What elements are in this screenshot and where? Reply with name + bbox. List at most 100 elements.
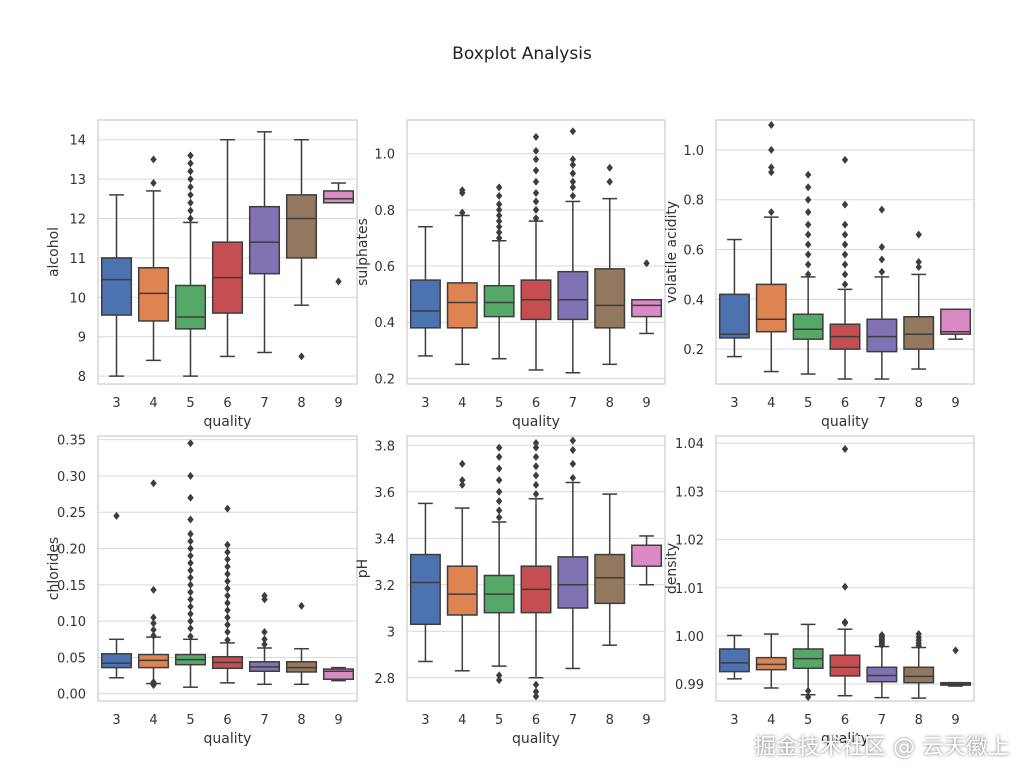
outlier-point (187, 530, 194, 539)
outlier-point (768, 168, 775, 177)
outlier-point (569, 177, 577, 186)
box-iqr (594, 553, 626, 605)
outlier-point (569, 183, 577, 192)
box-iqr (557, 556, 589, 609)
box-iqr (631, 544, 663, 567)
box-iqr (409, 279, 441, 329)
y-tick-label: 3 (387, 625, 395, 640)
y-tick-label: 10 (69, 291, 86, 306)
x-tick-label: 6 (532, 713, 540, 728)
y-tick-label: 0.2 (683, 343, 704, 358)
outlier-point (841, 445, 849, 454)
box-quality-9 (322, 182, 355, 286)
outlier-point (768, 208, 775, 217)
outlier-point (495, 211, 503, 220)
outlier-point (532, 155, 540, 164)
outlier-point (495, 222, 503, 231)
outlier-point (569, 436, 577, 445)
outlier-point (532, 443, 540, 452)
y-tick-label: 0.6 (374, 260, 395, 275)
outlier-point (804, 693, 812, 702)
x-tick-label: 7 (260, 713, 268, 728)
x-tick-label: 5 (495, 396, 503, 411)
box-quality-7 (248, 591, 281, 686)
box-quality-3 (100, 511, 133, 679)
outlier-point (495, 200, 503, 209)
outlier-point (532, 177, 540, 186)
outlier-point (187, 609, 194, 618)
outlier-point (335, 277, 342, 286)
y-tick-label: 0.20 (57, 543, 86, 558)
outlier-point (224, 613, 231, 622)
outlier-point (495, 452, 503, 461)
y-tick-label: 1.01 (675, 582, 704, 597)
outlier-point (187, 544, 194, 553)
x-tick-label: 6 (532, 396, 540, 411)
outlier-point (224, 569, 231, 578)
outlier-point (187, 198, 194, 207)
x-tick-label: 4 (767, 396, 775, 411)
box-iqr (174, 284, 207, 330)
y-tick-label: 3.8 (374, 439, 395, 454)
x-tick-label: 7 (260, 396, 268, 411)
box-iqr (285, 194, 318, 259)
outlier-point (150, 619, 157, 628)
y-tick-label: 1.0 (683, 144, 704, 159)
x-axis-label: quality (512, 731, 560, 747)
y-tick-label: 2.8 (374, 672, 395, 687)
box-quality-3 (409, 502, 441, 663)
outlier-point (495, 233, 503, 242)
outlier-point (224, 598, 231, 607)
x-tick-label: 5 (495, 713, 503, 728)
outlier-point (224, 555, 231, 564)
y-tick-label: 3.4 (374, 532, 395, 547)
x-tick-label: 9 (951, 713, 959, 728)
outlier-point (878, 267, 886, 276)
outlier-point (878, 255, 886, 264)
box-iqr (100, 653, 133, 669)
outlier-point (150, 613, 157, 622)
outlier-point (150, 179, 157, 188)
outlier-point (224, 562, 231, 571)
box-quality-9 (631, 535, 663, 586)
outlier-point (187, 588, 194, 597)
outlier-point (569, 445, 577, 454)
box-quality-5 (483, 183, 515, 360)
outlier-point (187, 175, 194, 184)
box-quality-4 (137, 479, 170, 690)
y-tick-label: 0.30 (57, 470, 86, 485)
box-iqr (792, 313, 824, 340)
outlier-point (804, 183, 812, 192)
y-tick-label: 0.4 (374, 316, 395, 331)
outlier-point (841, 230, 849, 239)
outlier-point (150, 479, 157, 488)
outlier-point (224, 504, 231, 513)
x-tick-label: 4 (458, 396, 466, 411)
y-tick-label: 1.02 (675, 534, 704, 549)
outlier-point (224, 620, 231, 629)
outlier-point (298, 601, 305, 610)
outlier-point (459, 476, 466, 485)
outlier-point (804, 686, 812, 695)
outlier-point (532, 132, 540, 141)
box-quality-7 (866, 630, 898, 699)
x-tick-label: 7 (569, 396, 577, 411)
outlier-point (150, 585, 157, 594)
outlier-point (187, 580, 194, 589)
outlier-point (532, 490, 540, 499)
outlier-point (495, 191, 503, 200)
outlier-point (187, 632, 194, 641)
x-tick-label: 9 (334, 396, 342, 411)
outlier-point (768, 163, 775, 172)
box-quality-7 (557, 436, 589, 670)
outlier-point (841, 582, 849, 591)
outlier-point (495, 676, 503, 685)
box-quality-9 (322, 666, 355, 682)
outlier-point (261, 640, 268, 649)
outlier-point (532, 205, 540, 214)
x-tick-label: 8 (297, 713, 305, 728)
box-iqr (755, 283, 787, 333)
outlier-point (804, 195, 812, 204)
x-tick-label: 4 (149, 396, 157, 411)
x-tick-label: 5 (186, 713, 194, 728)
